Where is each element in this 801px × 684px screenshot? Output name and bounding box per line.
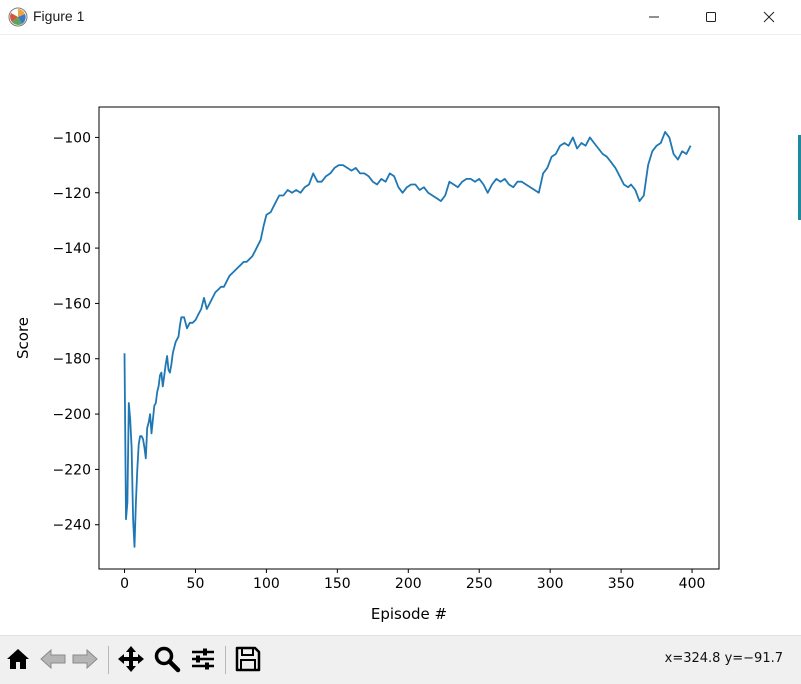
x-tick-label: 150 (324, 576, 351, 592)
minimize-icon (649, 16, 659, 18)
y-tick-label: −120 (53, 186, 91, 202)
close-icon (763, 11, 775, 23)
configure-subplots-button[interactable] (188, 644, 218, 674)
y-axis-label: Score (14, 317, 32, 359)
window-edge-accent (798, 135, 801, 220)
x-tick-label: 350 (608, 576, 635, 592)
y-tick-label: −140 (53, 241, 91, 257)
title-bar: Figure 1 (0, 0, 801, 35)
y-tick-label: −100 (53, 130, 91, 146)
x-axis-label: Episode # (371, 605, 447, 623)
y-tick-label: −240 (53, 518, 91, 534)
back-button[interactable] (38, 644, 68, 674)
x-tick-label: 250 (466, 576, 493, 592)
close-button[interactable] (740, 0, 798, 34)
zoom-button[interactable] (152, 644, 182, 674)
home-icon (7, 649, 29, 669)
x-tick-label: 100 (253, 576, 280, 592)
y-tick-label: −180 (53, 352, 91, 368)
save-button[interactable] (233, 644, 263, 674)
zoom-magnifier-icon (154, 646, 181, 673)
pan-move-icon (118, 646, 144, 672)
minimize-button[interactable] (625, 0, 683, 34)
maximize-icon (706, 12, 716, 22)
y-tick-label: −200 (53, 407, 91, 423)
window-title: Figure 1 (33, 8, 85, 24)
configure-subplots-icon (192, 648, 214, 670)
figure-canvas[interactable]: 0 50 100 150 200 250 300 350 400 −240 −220 −200 −180… (0, 35, 801, 635)
back-arrow-icon (40, 648, 66, 670)
navigation-toolbar: x=324.8 y=−91.7 (0, 635, 801, 684)
axes-frame (98, 106, 720, 570)
x-tick-label: 200 (395, 576, 422, 592)
forward-arrow-icon (72, 648, 98, 670)
toolbar-separator (225, 646, 226, 674)
x-tick-label: 300 (537, 576, 564, 592)
line-chart[interactable]: 0 50 100 150 200 250 300 350 400 −240 −220 −200 −180… (0, 35, 801, 635)
toolbar-separator (108, 646, 109, 674)
score-series-line (123, 131, 692, 548)
pan-button[interactable] (116, 644, 146, 674)
x-tick-label: 0 (120, 576, 129, 592)
forward-button[interactable] (70, 644, 100, 674)
cursor-coordinates: x=324.8 y=−91.7 (664, 651, 783, 666)
save-floppy-icon (235, 646, 261, 672)
y-tick-label: −220 (53, 462, 91, 478)
maximize-button[interactable] (682, 0, 740, 34)
x-tick-label: 400 (679, 576, 706, 592)
matplotlib-figure-icon (8, 7, 28, 27)
home-button[interactable] (3, 644, 33, 674)
y-tick-label: −160 (53, 296, 91, 312)
x-tick-label: 50 (187, 576, 205, 592)
